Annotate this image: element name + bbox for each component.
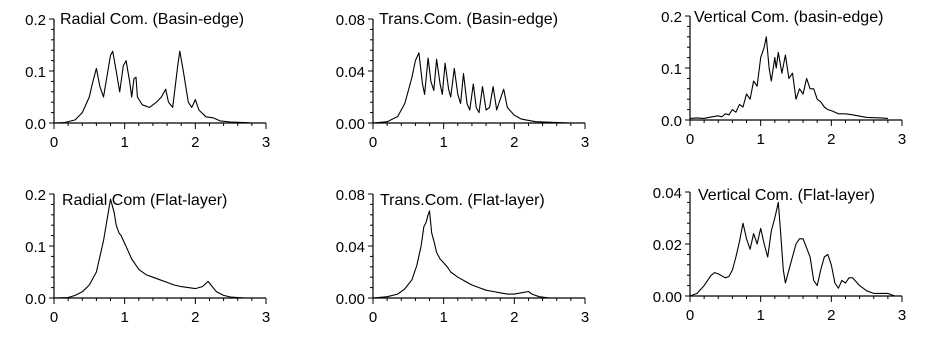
y-tick-label: 0.08 [336, 12, 365, 29]
x-tick-label: 0 [686, 131, 694, 148]
series-line [53, 198, 245, 299]
x-tick-label: 3 [581, 134, 589, 151]
x-tick-label: 1 [120, 309, 128, 326]
y-tick-label: 0.2 [25, 187, 46, 204]
chart-panel-trans-flat-layer: Trans.Com. (Flat-layer) 0 1 2 3 0.00 0.04 0.08 [336, 187, 589, 326]
panel-title: Radial Com (Flat-layer) [62, 192, 227, 209]
y-tick-label: 0.00 [336, 291, 365, 308]
y-tick-label: 0.08 [336, 187, 365, 204]
panel-title: Trans.Com. (Basin-edge) [379, 11, 558, 28]
x-tick-label: 0 [369, 134, 377, 151]
series-line [689, 36, 888, 119]
y-tick-label: 0.00 [653, 289, 682, 306]
x-tick-label: 2 [191, 309, 199, 326]
x-tick-label: 3 [898, 131, 906, 148]
x-tick-label: 0 [50, 309, 58, 326]
panel-title: Trans.Com. (Flat-layer) [380, 192, 545, 209]
y-tick-label: 0.1 [25, 64, 46, 81]
panel-title: Radial Com. (Basin-edge) [60, 11, 244, 28]
x-tick-label: 2 [510, 134, 518, 151]
x-tick-label: 2 [510, 309, 518, 326]
series-line [53, 50, 252, 124]
x-tick-label: 0 [686, 307, 694, 324]
y-tick-label: 0.0 [25, 291, 46, 308]
y-tick-label: 0.1 [25, 239, 46, 256]
chart-panel-vertical-basin-edge: Vertical Com. (basin-edge) 0 1 2 3 0.0 0.1 0.2 [661, 9, 906, 148]
y-tick-label: 0.2 [661, 9, 682, 26]
y-tick-label: 0.0 [661, 113, 682, 130]
y-tick-label: 0.04 [336, 64, 365, 81]
y-tick-label: 0.2 [25, 12, 46, 29]
x-tick-label: 1 [756, 307, 764, 324]
y-tick-label: 0.0 [25, 116, 46, 133]
x-tick-label: 3 [581, 309, 589, 326]
series-line [372, 210, 550, 299]
chart-panel-trans-basin-edge: Trans.Com. (Basin-edge) 0 1 2 3 0.00 0.04 0.08 [336, 11, 589, 151]
x-tick-label: 3 [262, 134, 270, 151]
y-tick-label: 0.1 [661, 61, 682, 78]
series-line [689, 201, 896, 297]
panel-title: Vertical Com. (basin-edge) [694, 9, 883, 26]
y-tick-label: 0.04 [336, 239, 365, 256]
x-tick-label: 2 [827, 131, 835, 148]
y-tick-label: 0.04 [653, 185, 682, 202]
chart-panel-radial-basin-edge: Radial Com. (Basin-edge) 0 1 2 3 0.0 0.1 0.2 [25, 11, 270, 151]
x-tick-label: 3 [898, 307, 906, 324]
x-tick-label: 0 [369, 309, 377, 326]
chart-panel-vertical-flat-layer: Vertical Com. (Flat-layer) 0 1 2 3 0.00 0.02 0… [653, 185, 906, 324]
x-tick-label: 1 [756, 131, 764, 148]
y-tick-label: 0.02 [653, 237, 682, 254]
x-tick-label: 2 [827, 307, 835, 324]
panel-title: Vertical Com. (Flat-layer) [698, 187, 875, 204]
x-tick-label: 3 [262, 309, 270, 326]
series-line [372, 52, 571, 124]
y-tick-label: 0.00 [336, 116, 365, 133]
x-tick-label: 1 [439, 309, 447, 326]
x-tick-label: 2 [191, 134, 199, 151]
x-tick-label: 0 [50, 134, 58, 151]
x-tick-label: 1 [120, 134, 128, 151]
x-tick-label: 1 [439, 134, 447, 151]
chart-panel-radial-flat-layer: Radial Com (Flat-layer) 0 1 2 3 0.0 0.1 0.2 [25, 187, 270, 326]
